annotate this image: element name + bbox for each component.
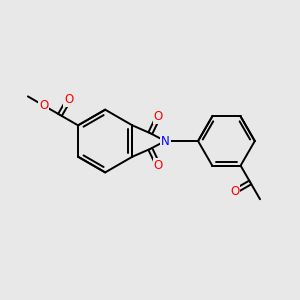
Text: O: O (154, 159, 163, 172)
Text: N: N (161, 134, 170, 148)
Text: O: O (39, 99, 49, 112)
Text: O: O (230, 185, 239, 198)
Text: O: O (154, 110, 163, 123)
Text: O: O (64, 93, 73, 106)
